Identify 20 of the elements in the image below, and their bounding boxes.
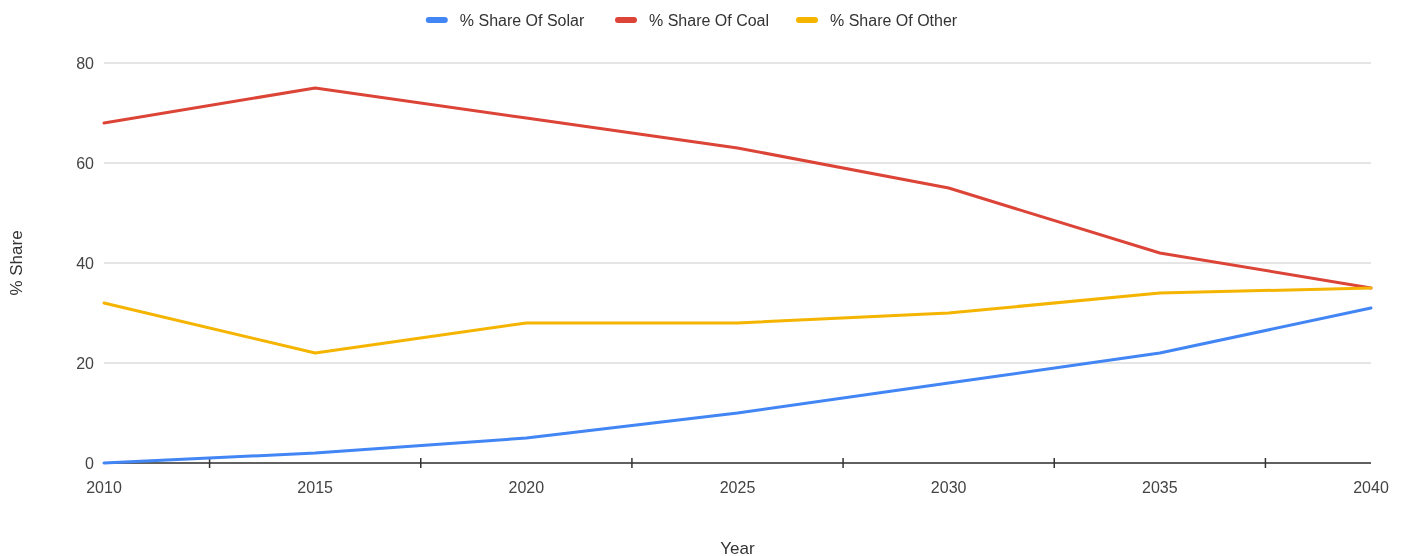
y-tick-label: 0 [85,454,95,472]
x-tick-label: 2030 [930,479,967,496]
legend-label: % Share Of Other [830,11,958,29]
legend-label: % Share Of Coal [649,11,770,29]
y-axis-title: % Share [7,230,26,296]
x-tick-label: 2040 [1353,479,1389,496]
x-axis-title: Year [720,539,756,556]
y-tick-label: 80 [76,54,95,72]
x-tick-label: 2010 [86,479,122,496]
x-tick-label: 2015 [297,479,334,496]
line-series [102,306,1373,465]
line-series [102,286,1373,355]
x-tick-label: 2020 [508,479,545,496]
y-tick-label: 60 [76,154,95,172]
line-series [102,86,1373,290]
y-tick-label: 20 [76,354,95,372]
x-tick-label: 2035 [1142,479,1178,496]
y-tick-label: 40 [76,254,95,272]
legend-label: % Share Of Solar [459,11,585,29]
x-tick-label: 2025 [719,479,756,496]
